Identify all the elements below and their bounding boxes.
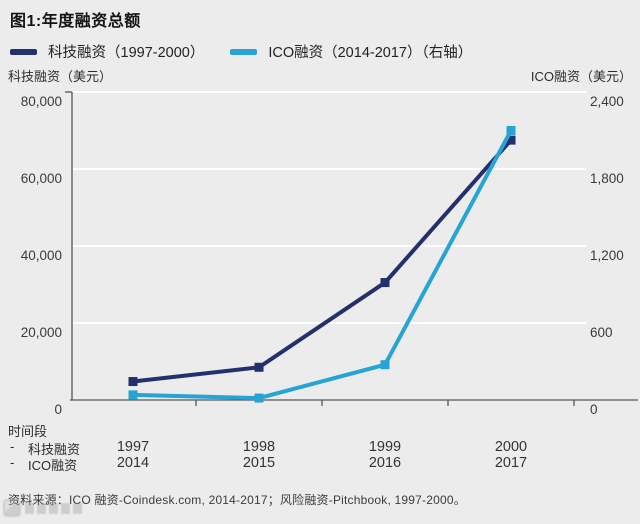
source-note: 资料来源：ICO 融资-Coindesk.com, 2014-2017；风险融资…	[8, 493, 466, 507]
legend: 科技融资（1997-2000） ICO融资（2014-2017）（右轴）	[10, 41, 472, 62]
plot-area: 80,000 2,400 60,000 1,800 40,000 1,200 20,000 6…	[21, 91, 638, 417]
ico-series-swatch-icon	[230, 48, 258, 55]
left-axis-tick-label: 80,000	[21, 94, 62, 109]
left-axis-tick-label: 20,000	[21, 325, 62, 340]
ico-data-point-marker	[254, 393, 264, 403]
tech-data-point-marker	[380, 278, 390, 288]
chart-title: 图1:年度融资总额	[10, 13, 141, 30]
tech-data-point-marker	[254, 362, 264, 372]
ico-data-point-marker	[128, 390, 138, 400]
tech-years-row: - 科技融资 1997 1998 1999 2000	[0, 439, 640, 457]
year-label: 1997	[116, 439, 150, 455]
tech-series-swatch-icon	[10, 48, 37, 55]
right-axis-tick-label: 1,200	[590, 248, 624, 263]
year-label: 2014	[116, 455, 150, 471]
legend-label-tech: 科技融资（1997-2000）	[48, 45, 205, 61]
watermark-text	[25, 503, 85, 514]
right-axis-tick-label: 600	[590, 325, 613, 340]
year-label: 1999	[368, 439, 402, 455]
year-label: 2000	[494, 439, 528, 455]
ico-series-line	[132, 129, 513, 401]
left-axis-tick-label: 0	[54, 402, 62, 417]
tech-data-point-marker	[506, 135, 516, 145]
legend-label-ico: ICO融资（2014-2017）（右轴）	[268, 45, 473, 61]
ico-row-dash: -	[10, 455, 15, 470]
left-axis-tick-label: 40,000	[21, 248, 62, 263]
right-axis-tick-label: 1,800	[590, 171, 624, 186]
watermark-logo-icon	[3, 499, 21, 517]
tech-row-dash: -	[10, 439, 15, 454]
ico-data-point-marker	[380, 360, 390, 370]
year-label: 2016	[368, 455, 402, 471]
year-label: 2017	[494, 455, 528, 471]
left-axis-tick-label: 60,000	[21, 171, 62, 186]
watermark	[3, 499, 85, 517]
ico-row-name: ICO融资	[28, 458, 78, 473]
year-label: 2015	[242, 455, 276, 471]
right-axis-tick-label: 2,400	[590, 94, 624, 109]
tech-row-name: 科技融资	[28, 442, 81, 457]
right-axis-tick-label: 0	[590, 402, 598, 417]
legend-item-tech: 科技融资（1997-2000）	[10, 41, 204, 62]
period-label: 时间段	[8, 424, 48, 439]
ico-data-point-marker	[506, 126, 516, 135]
legend-item-ico: ICO融资（2014-2017）（右轴）	[230, 41, 472, 62]
left-axis-caption: 科技融资（美元）	[8, 69, 113, 84]
year-label: 1998	[242, 439, 276, 455]
ico-years-row: - ICO融资 2014 2015 2016 2017	[0, 455, 640, 473]
tech-data-point-marker	[128, 377, 138, 387]
tech-series-line	[132, 138, 513, 384]
right-axis-caption: ICO融资（美元）	[530, 69, 632, 84]
